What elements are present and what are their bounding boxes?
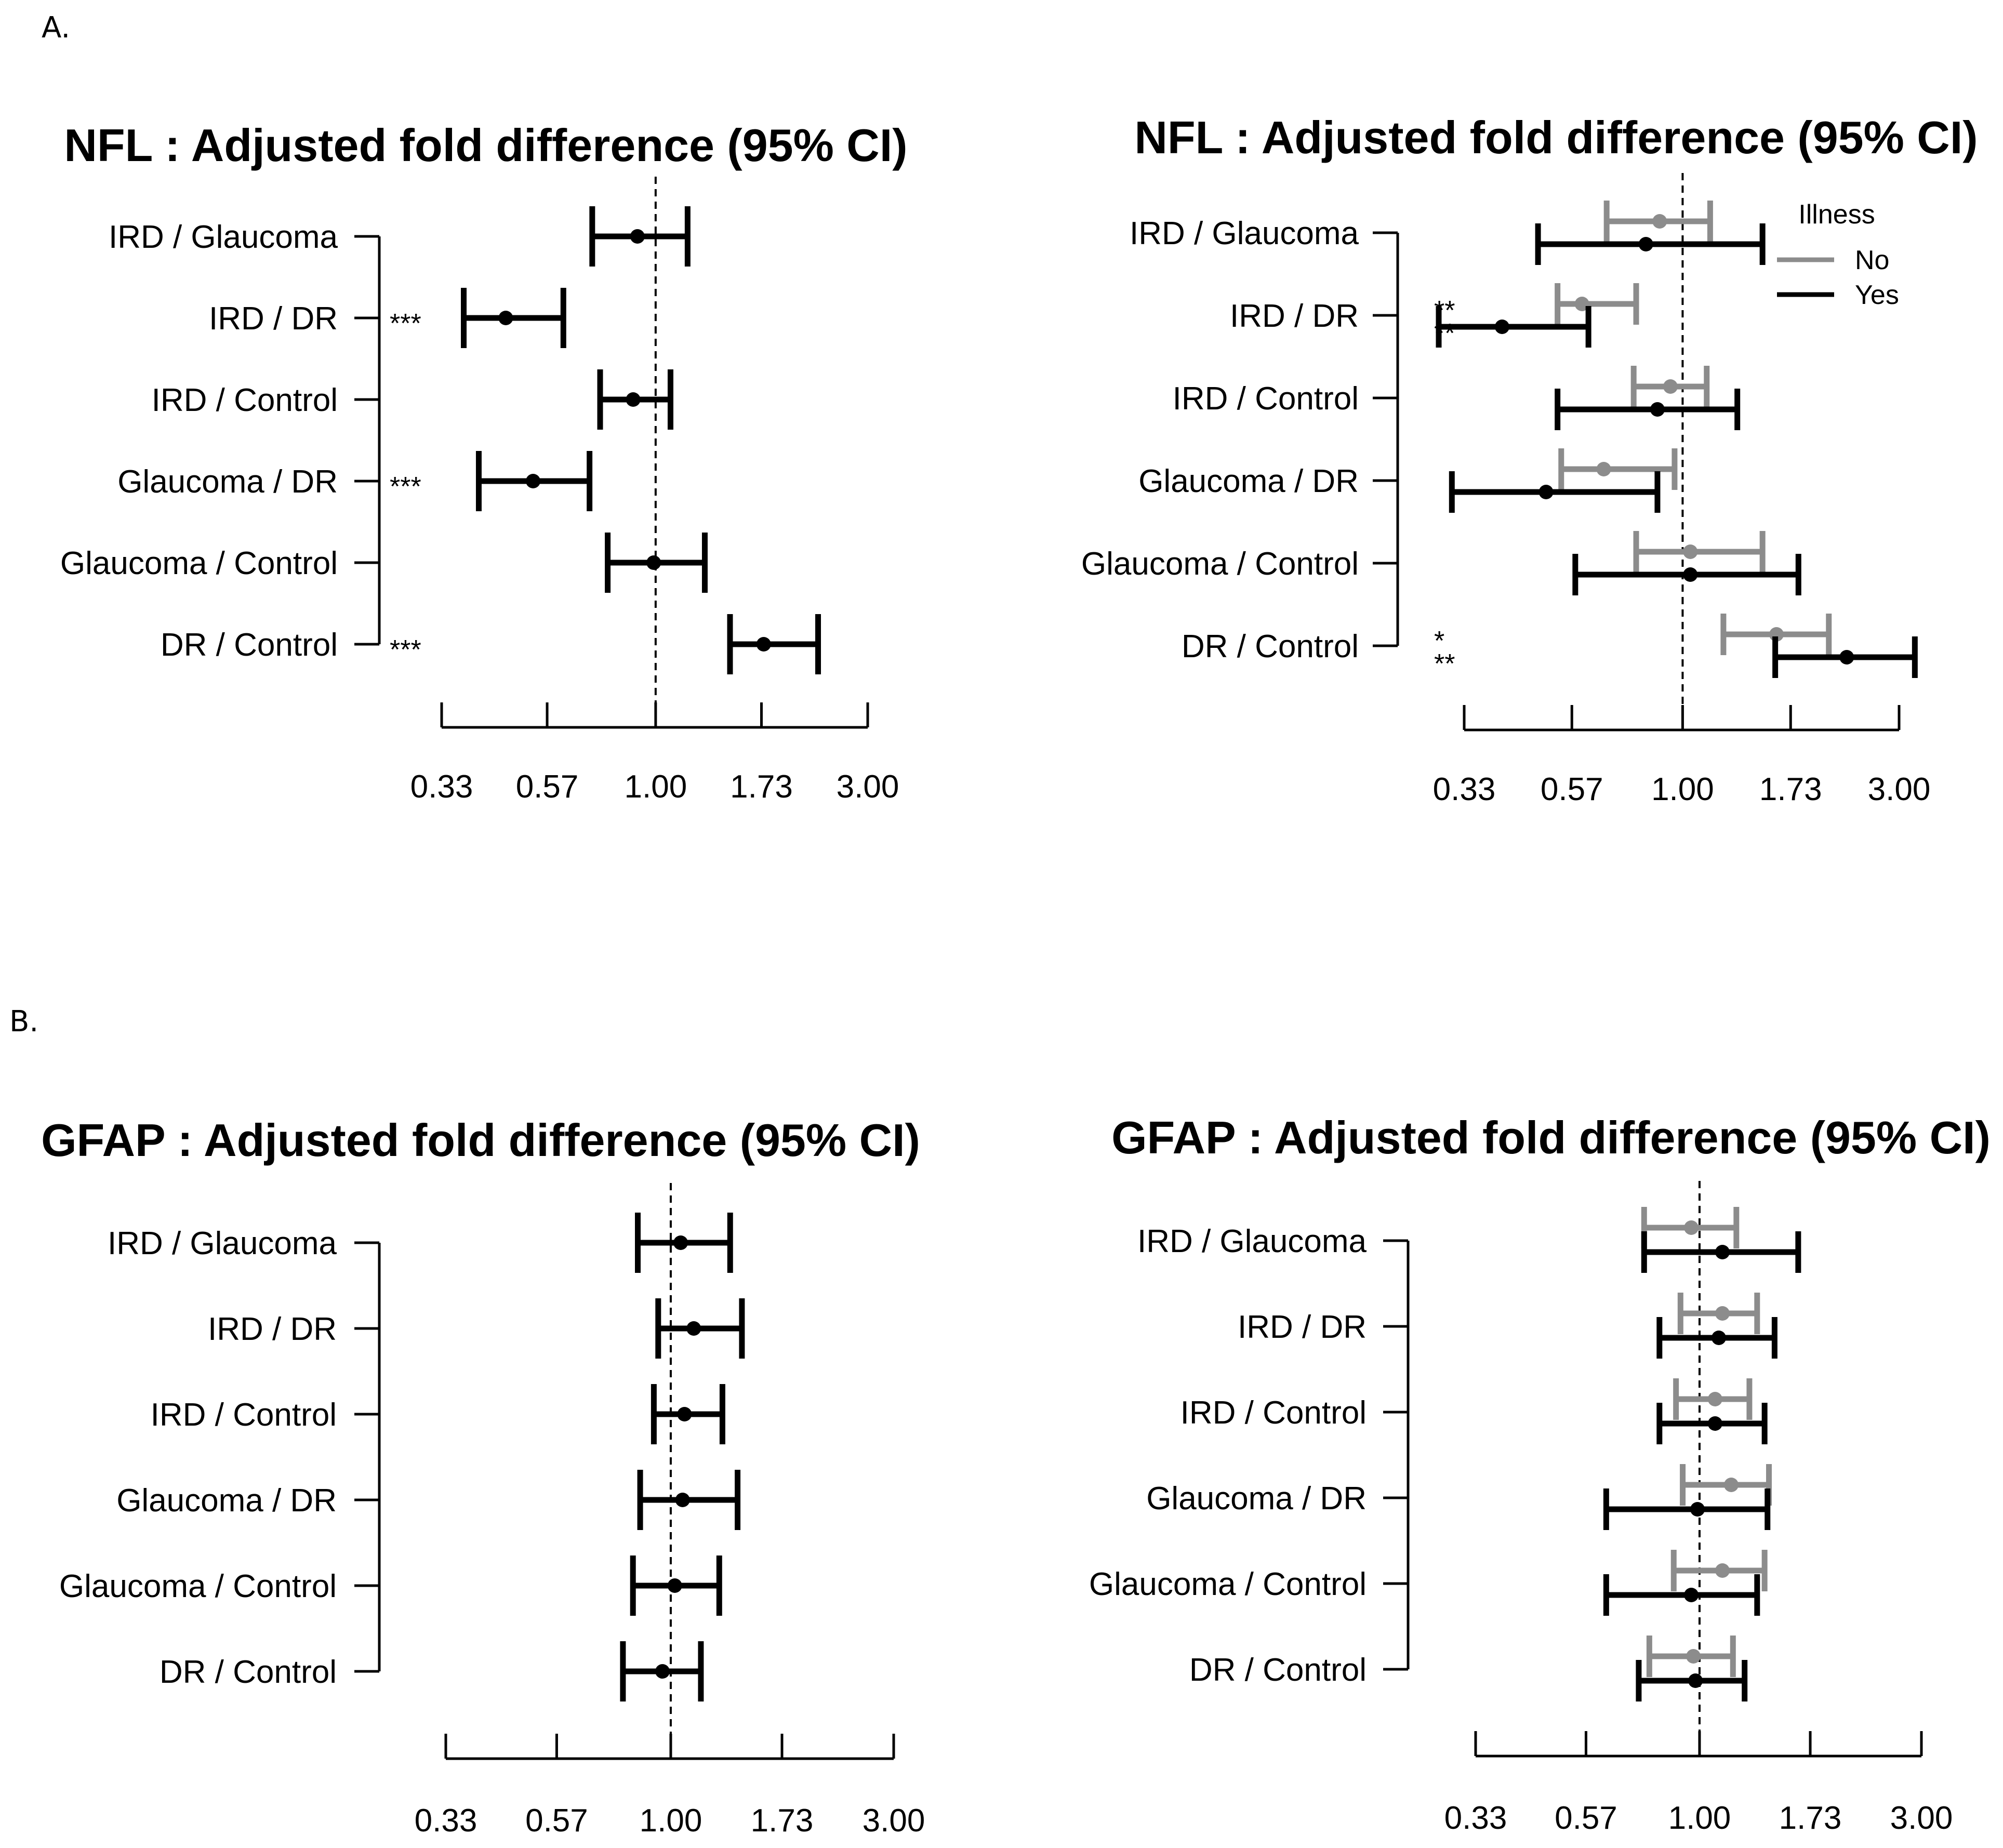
chart-title: NFL : Adjusted fold difference (95% CI) bbox=[64, 119, 907, 171]
category-label: IRD / DR bbox=[1238, 1309, 1367, 1345]
category-label: IRD / DR bbox=[209, 301, 338, 337]
legend-label: No bbox=[1855, 245, 1889, 275]
chart-title: NFL : Adjusted fold difference (95% CI) bbox=[1134, 112, 1978, 163]
panel-label-a: A. bbox=[42, 11, 70, 45]
category-label: DR / Control bbox=[160, 1654, 337, 1690]
significance-stars: ** bbox=[1434, 318, 1455, 349]
point-estimate bbox=[667, 1578, 682, 1593]
category-label: IRD / Control bbox=[151, 1397, 337, 1433]
chart-gfap-by-illness: GFAP : Adjusted fold difference (95% CI)… bbox=[1089, 1112, 1991, 1836]
category-label: Glaucoma / DR bbox=[116, 1483, 337, 1519]
point-estimate bbox=[1596, 462, 1611, 476]
significance-stars: * bbox=[1434, 626, 1444, 656]
point-estimate bbox=[1663, 379, 1678, 394]
x-tick-label: 3.00 bbox=[863, 1803, 925, 1839]
point-estimate bbox=[1683, 544, 1698, 559]
x-tick-label: 1.73 bbox=[1779, 1800, 1842, 1836]
point-estimate bbox=[756, 637, 771, 652]
x-tick-label: 0.33 bbox=[415, 1803, 477, 1839]
point-estimate bbox=[1683, 567, 1698, 582]
point-estimate bbox=[646, 555, 661, 570]
x-tick-label: 1.73 bbox=[751, 1803, 814, 1839]
point-estimate bbox=[1684, 1588, 1699, 1602]
point-estimate bbox=[686, 1321, 701, 1336]
x-tick-label: 0.57 bbox=[525, 1803, 588, 1839]
point-estimate bbox=[1839, 650, 1854, 664]
significance-stars: *** bbox=[390, 472, 421, 502]
category-label: DR / Control bbox=[1189, 1652, 1367, 1688]
point-estimate bbox=[1715, 1563, 1730, 1578]
category-label: Glaucoma / Control bbox=[60, 546, 338, 581]
x-tick-label: 1.00 bbox=[625, 769, 687, 805]
point-estimate bbox=[626, 392, 641, 407]
x-tick-label: 1.73 bbox=[730, 769, 793, 805]
x-tick-label: 0.33 bbox=[410, 769, 473, 805]
x-tick-label: 0.33 bbox=[1433, 772, 1496, 807]
x-tick-label: 0.33 bbox=[1444, 1800, 1507, 1836]
point-estimate bbox=[1690, 1502, 1705, 1517]
category-label: IRD / Glaucoma bbox=[1130, 216, 1359, 251]
point-estimate bbox=[1638, 237, 1653, 251]
point-estimate bbox=[1538, 485, 1554, 499]
category-label: Glaucoma / DR bbox=[1146, 1481, 1367, 1517]
category-label: Glaucoma / DR bbox=[1138, 463, 1359, 499]
category-label: IRD / DR bbox=[1230, 298, 1359, 334]
category-label: IRD / DR bbox=[208, 1311, 337, 1347]
x-tick-label: 1.73 bbox=[1759, 772, 1822, 807]
point-estimate bbox=[498, 311, 513, 325]
category-label: Glaucoma / DR bbox=[117, 464, 338, 500]
point-estimate bbox=[630, 229, 645, 244]
chart-gfap-overall: GFAP : Adjusted fold difference (95% CI)… bbox=[41, 1114, 925, 1839]
point-estimate bbox=[675, 1493, 690, 1507]
significance-stars: *** bbox=[390, 635, 421, 665]
x-tick-label: 3.00 bbox=[1890, 1800, 1953, 1836]
x-tick-label: 1.00 bbox=[640, 1803, 702, 1839]
category-label: IRD / Glaucoma bbox=[109, 219, 338, 255]
x-tick-label: 0.57 bbox=[516, 769, 579, 805]
chart-title: GFAP : Adjusted fold difference (95% CI) bbox=[41, 1114, 920, 1166]
x-tick-label: 3.00 bbox=[837, 769, 899, 805]
category-label: DR / Control bbox=[161, 627, 338, 663]
point-estimate bbox=[1686, 1649, 1701, 1664]
point-estimate bbox=[1650, 402, 1665, 417]
point-estimate bbox=[655, 1664, 670, 1679]
point-estimate bbox=[1712, 1331, 1727, 1345]
point-estimate bbox=[677, 1407, 692, 1421]
point-estimate bbox=[1688, 1673, 1703, 1688]
point-estimate bbox=[1707, 1392, 1722, 1406]
x-tick-label: 1.00 bbox=[1651, 772, 1714, 807]
point-estimate bbox=[1715, 1306, 1730, 1321]
significance-stars: ** bbox=[1434, 296, 1455, 326]
point-estimate bbox=[1652, 214, 1667, 229]
point-estimate bbox=[1494, 320, 1509, 334]
category-label: IRD / Control bbox=[1173, 381, 1359, 417]
significance-stars: ** bbox=[1434, 649, 1455, 679]
chart-nfl-by-illness: NFL : Adjusted fold difference (95% CI) I… bbox=[1081, 112, 1978, 807]
category-label: IRD / Control bbox=[1180, 1395, 1367, 1431]
point-estimate bbox=[1707, 1416, 1722, 1431]
category-label: Glaucoma / Control bbox=[1081, 546, 1359, 582]
point-estimate bbox=[526, 474, 541, 488]
category-label: IRD / Control bbox=[152, 382, 338, 418]
x-tick-label: 3.00 bbox=[1868, 772, 1931, 807]
significance-stars: *** bbox=[390, 309, 421, 339]
category-label: DR / Control bbox=[1182, 629, 1359, 664]
category-label: IRD / Glaucoma bbox=[108, 1226, 337, 1261]
category-label: Glaucoma / Control bbox=[59, 1568, 337, 1604]
chart-nfl-overall: NFL : Adjusted fold difference (95% CI) I… bbox=[60, 119, 908, 805]
point-estimate bbox=[1684, 1220, 1699, 1235]
category-label: IRD / Glaucoma bbox=[1137, 1224, 1367, 1259]
point-estimate bbox=[1723, 1478, 1739, 1492]
chart-title: GFAP : Adjusted fold difference (95% CI) bbox=[1111, 1112, 1991, 1163]
category-label: Glaucoma / Control bbox=[1089, 1566, 1367, 1602]
x-tick-label: 0.57 bbox=[1541, 772, 1603, 807]
x-tick-label: 1.00 bbox=[1668, 1800, 1731, 1836]
x-tick-label: 0.57 bbox=[1555, 1800, 1617, 1836]
point-estimate bbox=[1715, 1245, 1730, 1259]
point-estimate bbox=[673, 1235, 688, 1250]
panel-label-b: B. bbox=[9, 1005, 38, 1039]
legend-label: Yes bbox=[1855, 280, 1899, 310]
legend-title: Illness bbox=[1798, 200, 1875, 230]
